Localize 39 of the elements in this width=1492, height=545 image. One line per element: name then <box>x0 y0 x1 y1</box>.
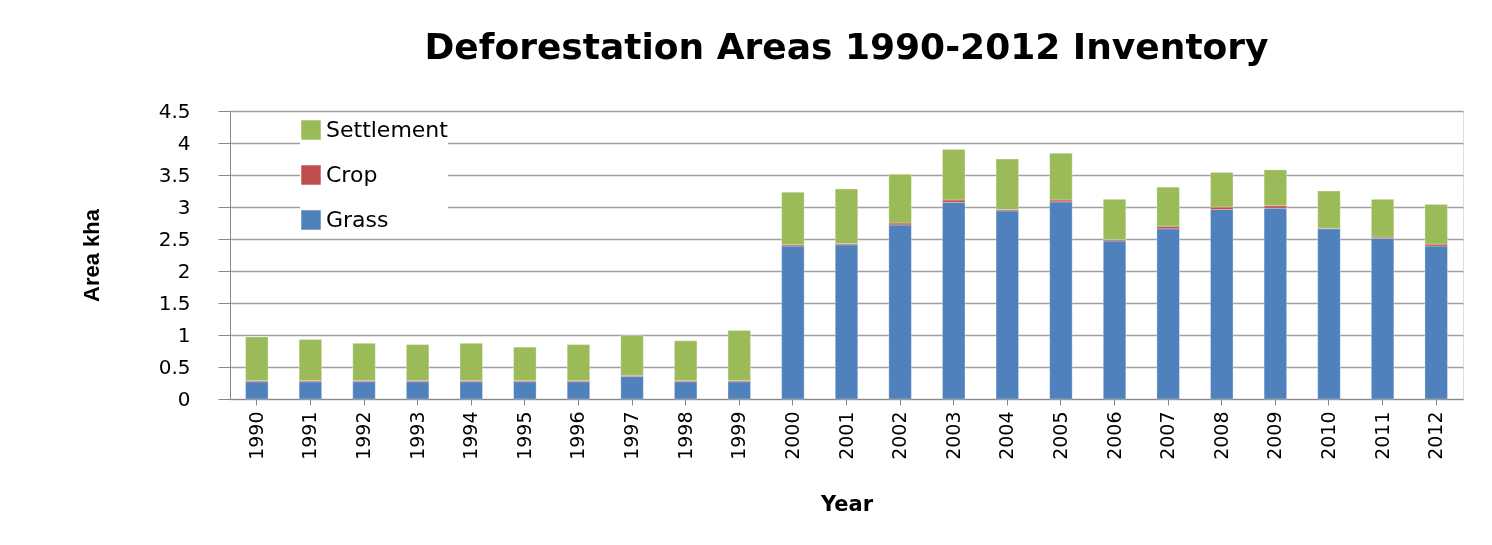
y-tick-label: 0 <box>177 386 191 411</box>
legend-label: Grass <box>326 207 389 232</box>
y-tick-label: 1 <box>177 322 191 347</box>
x-tick-label: 2004 <box>995 411 1018 460</box>
y-tick-label: 4 <box>177 130 191 155</box>
x-tick-label: 1990 <box>244 411 267 460</box>
y-axis-title: Area kha <box>78 208 104 302</box>
x-tick-label: 1993 <box>405 411 428 460</box>
chart-title: Deforestation Areas 1990-2012 Inventory <box>424 26 1269 67</box>
legend-label: Settlement <box>326 117 449 142</box>
x-tick-label: 2007 <box>1156 411 1179 460</box>
y-tick-label: 2 <box>177 258 191 283</box>
x-tick-label: 1997 <box>620 411 643 460</box>
y-tick-label: 0.5 <box>158 354 191 379</box>
x-tick-label: 2009 <box>1263 411 1286 460</box>
y-tick-label: 1.5 <box>158 290 191 315</box>
x-tick-label: 1996 <box>566 411 589 460</box>
legend-label: Crop <box>326 162 378 187</box>
x-tick-label: 2010 <box>1316 411 1339 460</box>
x-tick-label: 2002 <box>888 411 911 460</box>
x-tick-label: 2005 <box>1048 411 1071 460</box>
x-tick-label: 2001 <box>834 411 857 460</box>
x-tick-label: 2012 <box>1424 411 1447 460</box>
x-tick-label: 1994 <box>459 411 482 460</box>
x-tick-label: 2008 <box>1209 411 1232 460</box>
x-tick-label: 2003 <box>941 411 964 460</box>
x-tick-label: 1995 <box>512 411 535 460</box>
x-tick-label: 1999 <box>727 411 750 460</box>
x-tick-label: 1998 <box>673 411 696 460</box>
x-tick-label: 2011 <box>1370 411 1393 460</box>
x-tick-label: 1991 <box>298 411 321 460</box>
y-tick-label: 3.5 <box>158 162 191 187</box>
x-tick-label: 1992 <box>352 411 375 460</box>
x-tick-label: 2006 <box>1102 411 1125 460</box>
x-axis-title: Year <box>819 491 874 516</box>
y-tick-label: 3 <box>177 194 191 219</box>
x-tick-label: 2000 <box>780 411 803 460</box>
y-tick-label: 2.5 <box>158 226 191 251</box>
y-tick-label: 4.5 <box>158 98 191 123</box>
